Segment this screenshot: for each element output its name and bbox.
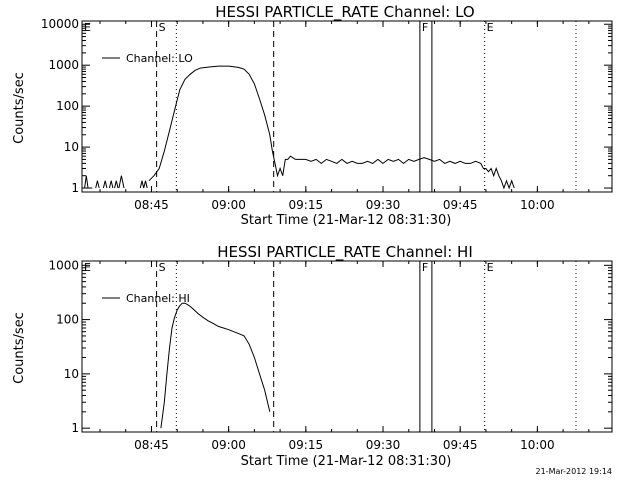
x-tick-label: 09:30 xyxy=(366,198,401,212)
x-tick-label: 09:30 xyxy=(366,438,401,452)
event-marker-label: F xyxy=(422,261,428,274)
y-tick-label: 1000 xyxy=(48,258,79,272)
x-tick-label: 09:00 xyxy=(211,438,246,452)
series-line xyxy=(118,175,125,189)
event-marker-label: S xyxy=(159,261,166,274)
chart-lo-channel: HESSI PARTICLE_RATE Channel: LO Start Ti… xyxy=(12,3,613,228)
event-marker-label: E xyxy=(487,21,494,34)
y-tick-label: 100 xyxy=(56,99,79,113)
series-line xyxy=(148,65,515,190)
legend-label: Channel: HI xyxy=(126,292,190,305)
x-tick-label: 09:15 xyxy=(289,438,324,452)
x-axis-label: Start Time (21-Mar-12 08:31:30) xyxy=(241,213,452,228)
x-tick-label: 09:45 xyxy=(443,198,478,212)
plot-frame xyxy=(81,20,613,193)
event-marker-label: E xyxy=(84,261,91,274)
timestamp: 21-Mar-2012 19:14 xyxy=(536,467,613,476)
y-tick-label: 100 xyxy=(56,313,79,327)
y-tick-label: 1 xyxy=(71,181,79,195)
x-tick-label: 09:15 xyxy=(289,198,324,212)
series-line xyxy=(84,175,93,189)
series-line xyxy=(139,180,148,189)
y-tick-label: 10000 xyxy=(41,17,79,31)
y-axis-label: Counts/sec xyxy=(12,312,27,384)
legend-label: Channel: LO xyxy=(126,52,193,65)
series-line xyxy=(102,180,108,189)
x-tick-label: 09:00 xyxy=(211,198,246,212)
event-marker-label: S xyxy=(159,21,166,34)
y-tick-label: 10 xyxy=(64,140,79,154)
event-marker-label: E xyxy=(487,261,494,274)
x-tick-label: 08:45 xyxy=(134,438,169,452)
x-axis-label: Start Time (21-Mar-12 08:31:30) xyxy=(241,454,452,469)
series-line xyxy=(108,180,114,189)
x-tick-label: 10:00 xyxy=(520,198,555,212)
series-line xyxy=(114,180,119,189)
x-tick-label: 10:00 xyxy=(520,438,555,452)
plot-frame xyxy=(81,260,613,433)
event-marker-label: E xyxy=(84,21,91,34)
y-tick-label: 1 xyxy=(71,421,79,435)
series-line xyxy=(95,180,100,189)
chart-hi-channel: HESSI PARTICLE_RATE Channel: HI Start Ti… xyxy=(12,243,613,469)
chart-title: HESSI PARTICLE_RATE Channel: LO xyxy=(215,3,474,22)
series-line xyxy=(160,302,271,429)
x-tick-label: 08:45 xyxy=(134,198,169,212)
chart-title: HESSI PARTICLE_RATE Channel: HI xyxy=(217,243,473,262)
x-tick-label: 09:45 xyxy=(443,438,478,452)
y-tick-label: 1000 xyxy=(48,58,79,72)
y-tick-label: 10 xyxy=(64,367,79,381)
y-axis-label: Counts/sec xyxy=(12,72,27,144)
event-marker-label: F xyxy=(422,21,428,34)
